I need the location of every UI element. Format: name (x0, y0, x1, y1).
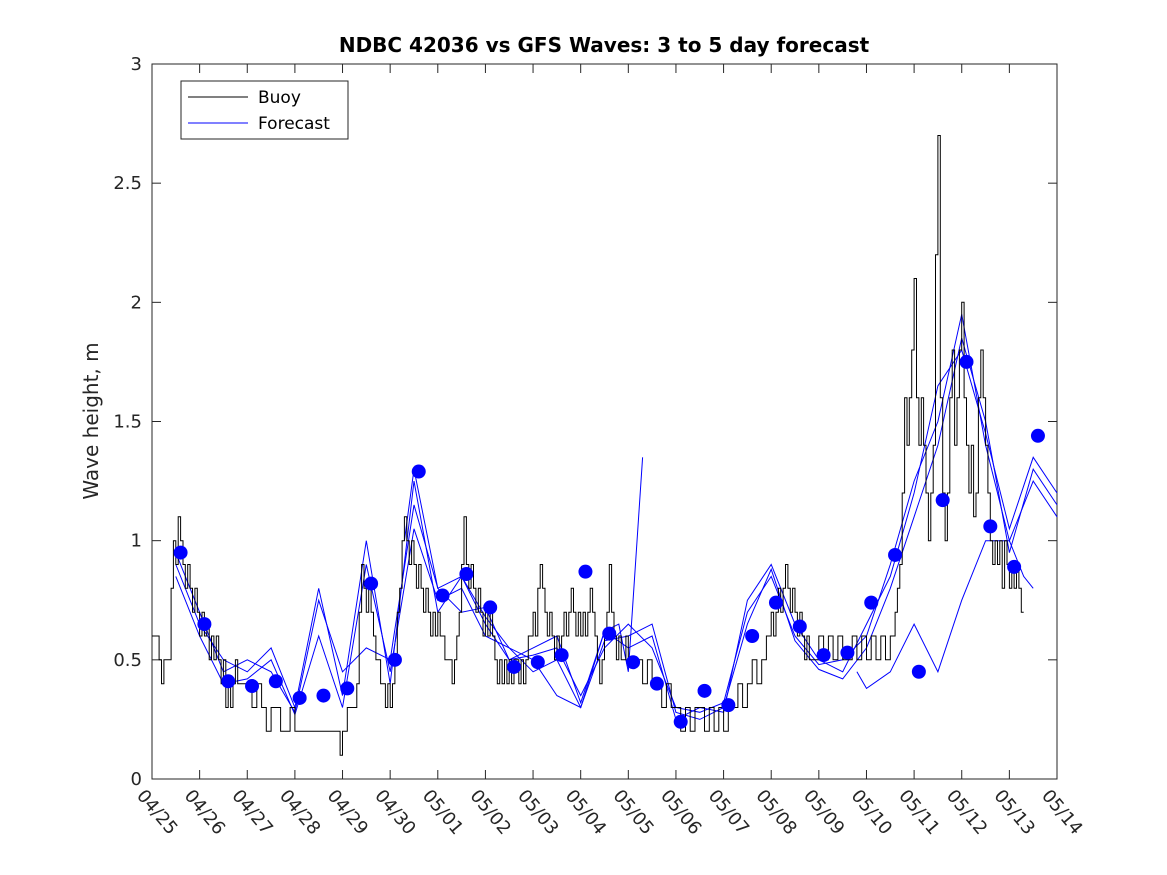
forecast-marker (888, 547, 903, 562)
forecast-marker (459, 567, 474, 582)
legend: Buoy Forecast (180, 80, 349, 140)
y-tick-label: 1 (131, 531, 142, 552)
forecast-marker (721, 698, 736, 713)
x-tick-label: 04/28 (275, 786, 324, 839)
x-tick-label: 05/06 (656, 786, 705, 839)
x-tick-label: 05/05 (608, 786, 657, 839)
forecast-marker (173, 545, 188, 560)
forecast-line (856, 540, 1034, 690)
x-tick-label: 05/09 (799, 786, 848, 839)
plot-area: 0 0.5 1 1.5 2 2.5 3 04/2504/2604/2704/2804/2904… (113, 54, 1086, 839)
forecast-marker (697, 683, 712, 698)
y-tick-label: 2 (131, 292, 142, 313)
x-tick-label: 05/01 (418, 786, 467, 839)
forecast-marker (768, 595, 783, 610)
forecast-marker (840, 645, 855, 660)
y-tick-label: 0 (131, 769, 142, 790)
y-tick-label: 3 (131, 54, 142, 75)
x-tick-label: 05/13 (990, 786, 1039, 839)
x-tick-label: 05/07 (704, 786, 753, 839)
forecast-marker (626, 655, 641, 670)
forecast-marker (364, 576, 379, 591)
y-axis-label: Wave height, m (79, 342, 103, 499)
forecast-marker (1030, 428, 1045, 443)
x-tick-label: 05/03 (513, 786, 562, 839)
forecast-marker (935, 493, 950, 508)
forecast-line (175, 337, 1058, 720)
forecast-marker (554, 648, 569, 663)
x-tick-label: 05/02 (466, 786, 515, 839)
x-tick-label: 04/27 (227, 786, 276, 839)
forecast-marker (959, 354, 974, 369)
forecast-marker (507, 659, 521, 674)
forecast-marker (245, 679, 260, 694)
forecast-marker (864, 595, 879, 610)
x-tick-label: 04/25 (132, 786, 181, 839)
chart-title: NDBC 42036 vs GFS Waves: 3 to 5 day fore… (339, 33, 870, 57)
forecast-marker (1007, 559, 1022, 574)
x-tick-label: 04/29 (323, 786, 372, 839)
x-tick-label: 05/12 (942, 786, 991, 839)
forecast-marker (387, 652, 402, 667)
forecast-marker (221, 674, 236, 689)
x-tick-label: 05/14 (1037, 786, 1086, 839)
x-tick-label: 04/26 (180, 786, 229, 839)
forecast-line (175, 348, 1058, 721)
x-tick-label: 05/04 (561, 786, 610, 839)
forecast-marker (649, 676, 664, 691)
forecast-marker (673, 714, 688, 729)
forecast-marker (268, 674, 283, 689)
forecast-marker (983, 519, 998, 534)
x-tick-label: 05/11 (894, 786, 943, 839)
buoy-line (152, 135, 1024, 756)
forecast-marker (578, 564, 593, 579)
forecast-marker (340, 681, 355, 696)
legend-label-buoy: Buoy (258, 88, 301, 108)
legend-label-forecast: Forecast (258, 114, 330, 134)
forecast-marker (483, 600, 498, 615)
forecast-marker (411, 464, 426, 479)
forecast-marker (435, 588, 450, 603)
x-tick-label: 05/08 (751, 786, 800, 839)
forecast-marker (911, 664, 926, 679)
x-tick-label: 05/10 (847, 786, 896, 839)
x-tick-label: 04/30 (370, 786, 419, 839)
y-tick-label: 2.5 (113, 173, 142, 194)
legend-box (180, 80, 349, 140)
forecast-marker (530, 655, 545, 670)
forecast-marker (602, 626, 617, 641)
forecast-marker (292, 690, 307, 705)
forecast-marker (816, 648, 831, 663)
forecast-marker (745, 629, 760, 643)
y-tick-label: 1.5 (113, 412, 142, 433)
forecast-marker (197, 617, 212, 632)
y-tick-label: 0.5 (113, 650, 142, 671)
forecast-marker (316, 688, 331, 703)
forecast-marker (792, 619, 807, 634)
